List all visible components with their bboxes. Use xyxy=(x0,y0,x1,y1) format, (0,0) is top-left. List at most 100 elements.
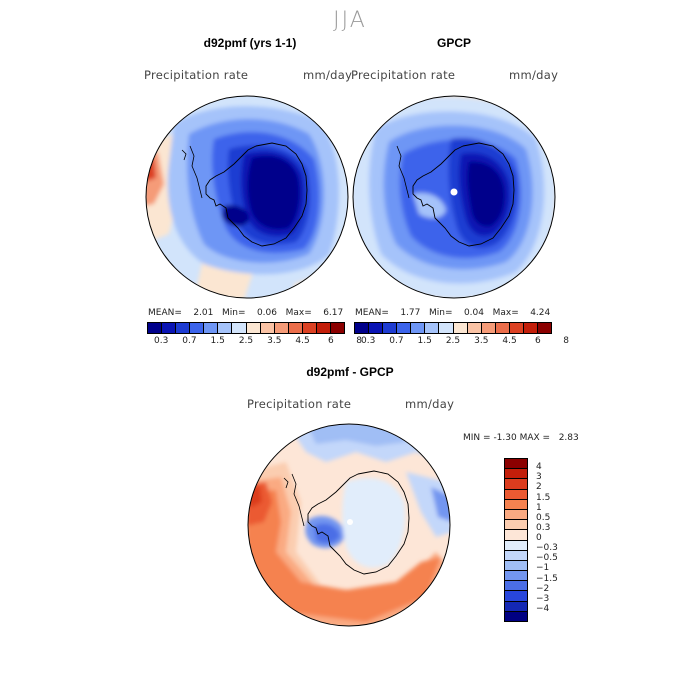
colorbar-swatch xyxy=(302,323,317,333)
panel2-stats: MEAN= 1.77 Min= 0.04 Max= 4.24 xyxy=(355,308,551,318)
colorbar-swatch xyxy=(467,323,482,333)
pole-hole-marker xyxy=(450,188,458,196)
colorbar-swatch xyxy=(505,520,527,531)
colorbar-swatch xyxy=(505,509,527,521)
colorbar-swatch xyxy=(505,479,527,490)
panel3-title: d92pmf - GPCP xyxy=(306,365,394,379)
panel3-map xyxy=(247,423,451,627)
colorbar-tick-label: 4 xyxy=(536,462,542,473)
colorbar-tick-label: 2.5 xyxy=(238,336,254,346)
colorbar-tick-label: 8 xyxy=(356,336,363,346)
panel3-variable: Precipitation rate xyxy=(247,397,352,411)
colorbar-swatch xyxy=(505,489,527,500)
pole-hole-marker xyxy=(347,519,353,525)
panel2-units: mm/day xyxy=(509,68,559,82)
colorbar-swatch xyxy=(148,323,163,333)
colorbar-tick-label: 6 xyxy=(327,336,334,346)
colorbar-swatch xyxy=(538,323,552,333)
colorbar-swatch xyxy=(383,323,398,333)
colorbar-tick-label: −0.3 xyxy=(536,543,558,554)
panel3-antarctica-coastline xyxy=(307,470,410,575)
panel1-precip-field xyxy=(146,96,348,298)
colorbar-swatch xyxy=(204,323,219,333)
colorbar-swatch xyxy=(505,550,527,561)
colorbar-swatch xyxy=(260,323,275,333)
colorbar-swatch xyxy=(176,323,191,333)
panel1-stats: MEAN= 2.01 Min= 0.06 Max= 6.17 xyxy=(148,308,344,318)
colorbar-swatch xyxy=(425,323,440,333)
colorbar-swatch xyxy=(411,323,426,333)
colorbar-tick-label: 1 xyxy=(536,502,542,513)
colorbar-tick-label: 0.5 xyxy=(536,512,551,523)
colorbar-swatch xyxy=(288,323,303,333)
colorbar-swatch xyxy=(331,323,345,333)
colorbar-tick-label: 0.3 xyxy=(536,522,551,533)
colorbar-tick-label: 0.7 xyxy=(389,336,404,346)
colorbar-swatch xyxy=(481,323,496,333)
colorbar-tick-label: 2.5 xyxy=(445,336,461,346)
colorbar-tick-label: 4.5 xyxy=(295,336,310,346)
colorbar-tick-label: 2 xyxy=(536,482,542,493)
panel2-antarctica-coastline xyxy=(412,142,515,247)
panel1-antarctica-coastline xyxy=(205,142,308,247)
colorbar-swatch xyxy=(355,323,370,333)
panel1-map xyxy=(145,95,349,299)
colorbar-tick-label: 1.5 xyxy=(536,492,551,503)
panel1-colorbar xyxy=(147,322,345,334)
colorbar-tick-label: −4 xyxy=(536,603,550,614)
colorbar-swatch xyxy=(218,323,233,333)
panel2-colorbar xyxy=(354,322,552,334)
colorbar-tick-label: 0.3 xyxy=(360,336,376,346)
panel3-colorbar xyxy=(504,458,528,622)
panel3-stats: MIN = -1.30 MAX = 2.83 xyxy=(463,433,579,443)
colorbar-tick-label: 6 xyxy=(534,336,541,346)
colorbar-tick-label: 8 xyxy=(563,336,570,346)
colorbar-tick-label: −1.5 xyxy=(536,573,558,584)
colorbar-tick-label: 3.5 xyxy=(267,336,282,346)
colorbar-tick-label: 1.5 xyxy=(210,336,225,346)
colorbar-swatch xyxy=(509,323,524,333)
colorbar-swatch xyxy=(439,323,454,333)
colorbar-tick-label: −1 xyxy=(536,563,550,574)
colorbar-swatch xyxy=(316,323,332,333)
colorbar-tick-label: −3 xyxy=(536,593,550,604)
panel2-precip-field xyxy=(353,96,555,298)
colorbar-swatch xyxy=(505,560,527,572)
colorbar-swatch xyxy=(505,611,527,621)
colorbar-swatch xyxy=(505,581,527,592)
panel3-units: mm/day xyxy=(405,397,455,411)
figure-title: JJA xyxy=(333,8,367,33)
panel1-title: d92pmf (yrs 1-1) xyxy=(203,36,297,50)
colorbar-tick-label: 1.5 xyxy=(417,336,432,346)
colorbar-tick-label: −0.5 xyxy=(536,553,558,564)
colorbar-swatch xyxy=(246,323,261,333)
panel2-variable: Precipitation rate xyxy=(351,68,456,82)
colorbar-swatch xyxy=(505,459,527,470)
panel3-colorbar-ticks: 4 3 2 1.5 1 0.5 0.3 0 −0.3 −0.5 −1 −1.5 −2 −3 −4 xyxy=(536,458,576,622)
colorbar-swatch xyxy=(453,323,468,333)
colorbar-swatch xyxy=(162,323,177,333)
colorbar-swatch xyxy=(523,323,539,333)
panel1-colorbar-ticks: 0.3 0.7 1.5 2.5 3.5 4.5 6 8 xyxy=(147,336,362,348)
colorbar-swatch xyxy=(505,469,527,480)
colorbar-tick-label: 0.3 xyxy=(153,336,169,346)
colorbar-swatch xyxy=(505,571,527,582)
colorbar-swatch xyxy=(505,601,527,612)
colorbar-tick-label: −2 xyxy=(536,583,550,594)
colorbar-swatch xyxy=(505,530,527,541)
colorbar-tick-label: 0 xyxy=(536,533,542,543)
colorbar-swatch xyxy=(190,323,205,333)
colorbar-swatch xyxy=(274,323,289,333)
colorbar-swatch xyxy=(505,540,527,551)
panel2-title: GPCP xyxy=(436,36,471,50)
colorbar-swatch xyxy=(397,323,412,333)
colorbar-swatch xyxy=(369,323,384,333)
colorbar-swatch xyxy=(232,323,247,333)
colorbar-swatch xyxy=(505,499,527,510)
colorbar-tick-label: 3.5 xyxy=(474,336,489,346)
panel1-variable: Precipitation rate xyxy=(144,68,249,82)
panel2-colorbar-ticks: 0.3 0.7 1.5 2.5 3.5 4.5 6 8 xyxy=(354,336,569,348)
colorbar-tick-label: 3 xyxy=(536,472,542,483)
colorbar-tick-label: 4.5 xyxy=(502,336,517,346)
colorbar-swatch xyxy=(505,591,527,602)
